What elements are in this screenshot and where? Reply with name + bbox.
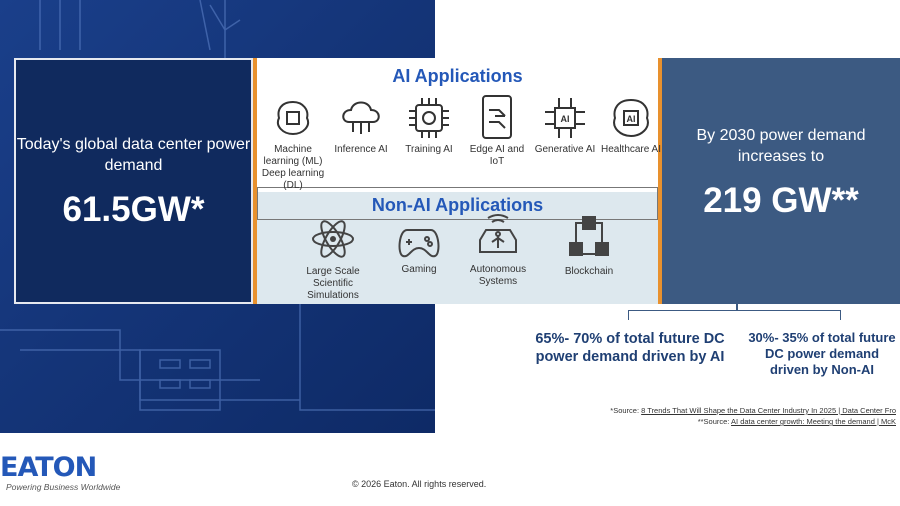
- app-label: Blockchain: [564, 266, 614, 277]
- source-2-link[interactable]: AI data center growth: Meeting the deman…: [731, 417, 896, 426]
- app-blockchain: Blockchain: [551, 214, 627, 278]
- chip-gear-icon: [409, 98, 449, 138]
- car-icon: [479, 214, 517, 253]
- applications-panel: AI Applications Non-AI Applications Mach…: [253, 58, 662, 304]
- ai-share-stat: 65%- 70% of total future DC power demand…: [535, 331, 725, 365]
- app-training: Training AI: [395, 96, 463, 156]
- app-label: Generative AI: [534, 144, 596, 155]
- eaton-logo: EATON: [0, 452, 97, 483]
- source-1-link[interactable]: 8 Trends That Will Shape the Data Center…: [641, 406, 896, 415]
- ai-chip-icon: AI: [545, 98, 585, 138]
- non-ai-applications-title: Non-AI Applications: [371, 195, 544, 215]
- app-label: Machine learning (ML) Deep learning (DL): [261, 144, 325, 191]
- tagline: Powering Business Worldwide: [6, 482, 121, 492]
- app-ml-dl: Machine learning (ML) Deep learning (DL): [259, 96, 327, 192]
- circuit-pattern: [0, 0, 435, 411]
- app-autonomous-systems: Autonomous Systems: [461, 212, 535, 288]
- app-scientific-simulations: Large Scale Scientific Simulations: [297, 216, 369, 302]
- app-healthcare: AI Healthcare AI: [597, 96, 665, 156]
- copyright: © 2026 Eaton. All rights reserved.: [352, 479, 487, 489]
- current-demand-card: Today's global data center power demand …: [14, 58, 253, 304]
- app-gaming: Gaming: [385, 224, 453, 276]
- app-label: Edge AI and IoT: [469, 144, 525, 167]
- atom-icon: [312, 220, 354, 258]
- phone-circuit-icon: [482, 95, 512, 139]
- current-demand-value: 61.5GW*: [62, 190, 205, 229]
- ai-brain-icon: AI: [613, 98, 649, 138]
- brain-chip-icon: [277, 100, 309, 136]
- app-generative: AI Generative AI: [531, 96, 599, 156]
- split-bracket: [628, 310, 841, 320]
- cloud-network-icon: [342, 101, 380, 134]
- app-label: Gaming: [401, 264, 437, 275]
- source-prefix: *Source:: [610, 406, 642, 415]
- source-1: *Source: 8 Trends That Will Shape the Da…: [610, 406, 896, 415]
- future-demand-value: 219 GW**: [703, 181, 859, 220]
- non-ai-section: [257, 192, 658, 304]
- source-prefix: **Source:: [697, 417, 732, 426]
- future-demand-label: By 2030 power demand increases to: [696, 127, 866, 165]
- gamepad-icon: [398, 229, 440, 258]
- future-demand-card: By 2030 power demand increases to 219 GW…: [662, 58, 900, 304]
- app-label: Large Scale Scientific Simulations: [306, 266, 360, 301]
- source-2: **Source: AI data center growth: Meeting…: [698, 417, 896, 426]
- blocks-icon: [569, 216, 609, 256]
- non-ai-share-stat: 30%- 35% of total future DC power demand…: [748, 330, 896, 377]
- app-edge-iot: Edge AI and IoT: [463, 94, 531, 168]
- ai-applications-title: AI Applications: [392, 66, 523, 86]
- non-ai-header-band: [257, 187, 658, 220]
- app-label: Training AI: [405, 144, 453, 155]
- svg-text:AI: AI: [561, 114, 570, 124]
- logo-text: EATON: [0, 452, 97, 483]
- app-label: Inference AI: [334, 144, 388, 155]
- svg-text:AI: AI: [627, 114, 636, 124]
- app-label: Autonomous Systems: [469, 264, 527, 287]
- app-inference: Inference AI: [327, 96, 395, 156]
- bracket-stem: [736, 292, 738, 310]
- app-label: Healthcare AI: [600, 144, 662, 155]
- current-demand-label: Today's global data center power demand: [16, 136, 251, 174]
